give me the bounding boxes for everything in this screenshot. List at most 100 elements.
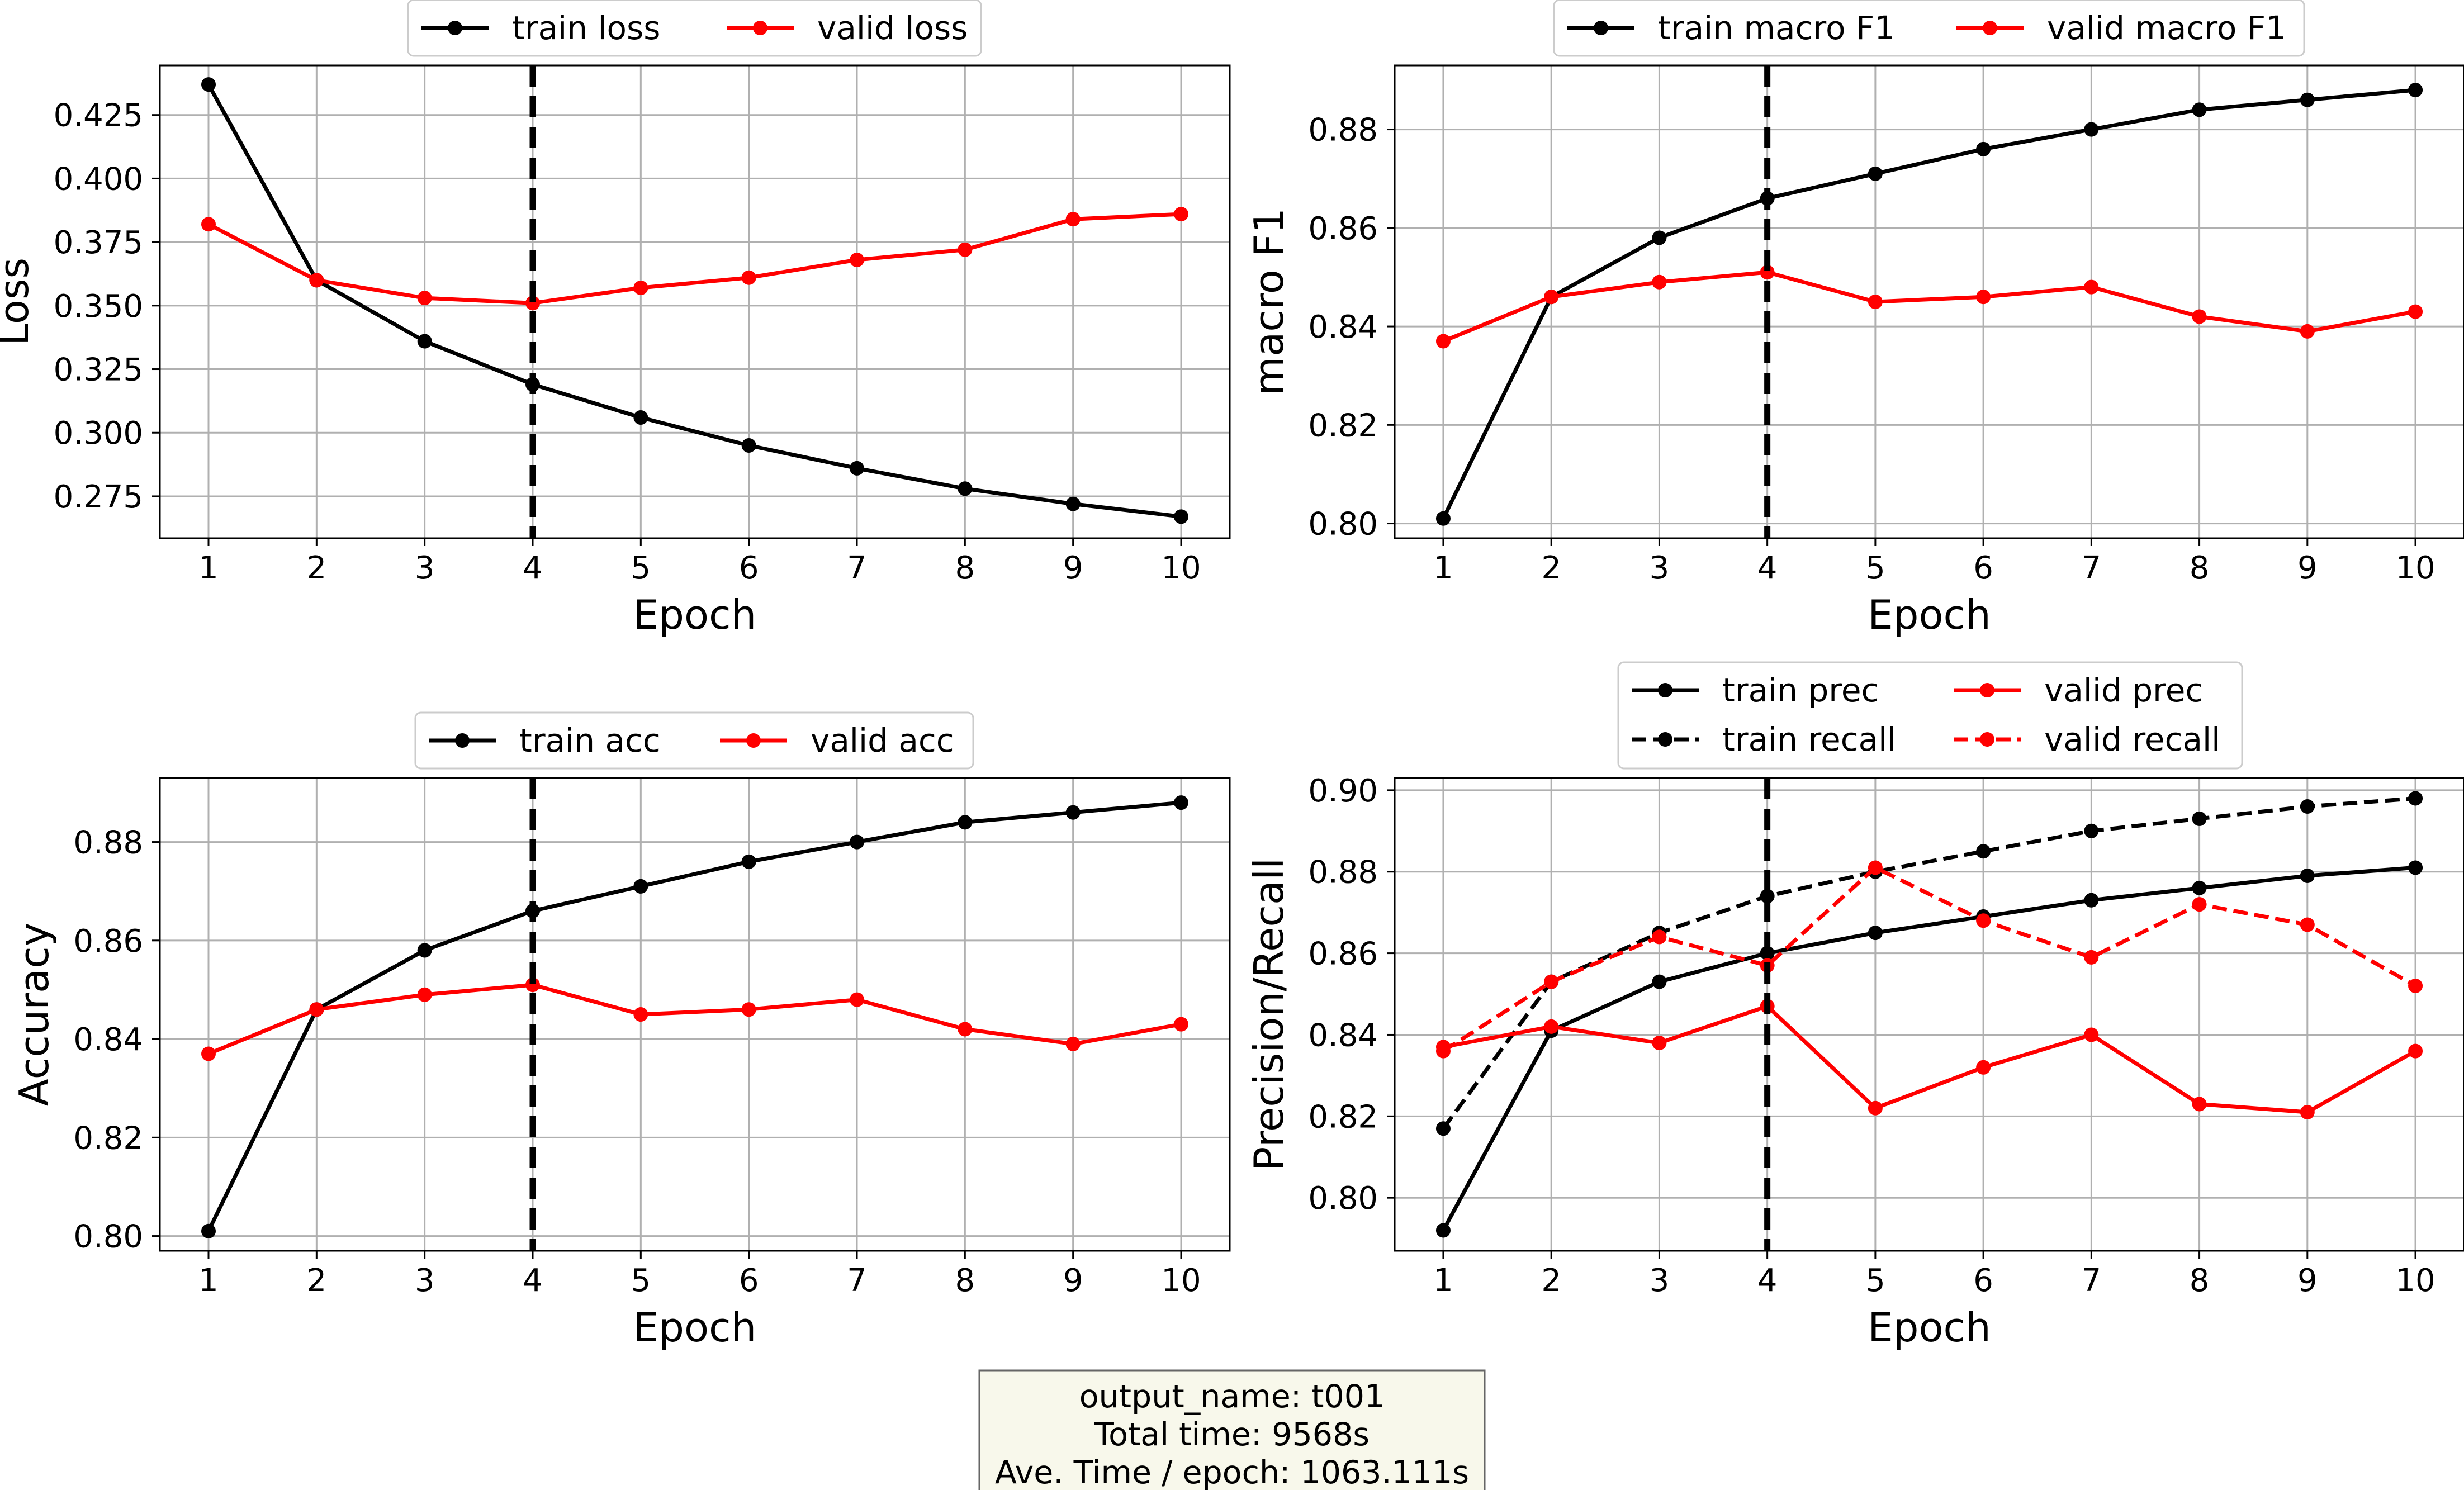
x-tick-label: 2 xyxy=(307,550,327,586)
x-tick-label: 10 xyxy=(2395,550,2435,586)
data-point xyxy=(1760,889,1775,904)
chart-macro-f1: 1 2 3 4 5 6 7 8 9 10 0.80 0.82 0.84 0.86 0.88 Epoch macr… xyxy=(1245,0,2464,638)
x-tick-label: 10 xyxy=(2395,1263,2435,1299)
data-point xyxy=(2300,324,2315,339)
x-axis-label: Epoch xyxy=(633,591,756,638)
y-axis-label: Precision/Recall xyxy=(1245,858,1292,1171)
x-tick-label: 4 xyxy=(1757,1263,1778,1299)
data-point xyxy=(417,291,432,306)
legend-entry-label: train macro F1 xyxy=(1658,9,1895,47)
legend-entry-label: valid loss xyxy=(817,9,968,47)
x-tick-label: 5 xyxy=(1865,550,1885,586)
legend-entry-label: valid acc xyxy=(811,722,954,760)
legend-swatch-marker xyxy=(753,21,767,35)
data-point xyxy=(1065,496,1081,511)
data-point xyxy=(2408,978,2423,993)
legend-entry-label: train acc xyxy=(519,722,661,760)
data-point xyxy=(525,977,540,993)
x-tick-label: 8 xyxy=(2190,550,2210,586)
data-point xyxy=(1544,290,1559,305)
legend-swatch-marker xyxy=(1980,683,1994,697)
info-box: output_name: t001 Total time: 9568s Ave.… xyxy=(978,1369,1486,1490)
data-point xyxy=(525,296,540,311)
y-tick-label: 0.300 xyxy=(54,415,143,452)
series-line xyxy=(207,212,1182,305)
x-tick-label: 5 xyxy=(1865,1263,1885,1299)
y-tick-label: 0.84 xyxy=(1308,309,1378,345)
data-point xyxy=(201,1223,216,1238)
data-point xyxy=(741,1002,756,1017)
data-point xyxy=(2408,1043,2423,1059)
x-tick-label: 6 xyxy=(1973,550,1993,586)
data-point xyxy=(2300,917,2315,932)
y-tick-label: 0.82 xyxy=(1308,1099,1378,1135)
y-tick-label: 0.84 xyxy=(73,1022,143,1058)
x-tick-label: 8 xyxy=(2190,1263,2210,1299)
data-point xyxy=(309,273,324,288)
legend-swatch-marker xyxy=(448,21,462,35)
data-point xyxy=(1435,1043,1451,1059)
x-tick-label: 1 xyxy=(1433,1263,1453,1299)
x-tick-label: 2 xyxy=(307,1263,327,1299)
data-point xyxy=(633,280,648,295)
series-line xyxy=(207,983,1182,1056)
x-tick-label: 10 xyxy=(1161,550,1201,586)
legend-swatch-marker xyxy=(746,733,761,748)
legend-swatch-marker xyxy=(1980,732,1994,747)
data-point xyxy=(1976,844,1991,859)
y-tick-label: 0.86 xyxy=(73,923,143,960)
data-point xyxy=(2300,1105,2315,1120)
x-tick-label: 9 xyxy=(1063,1263,1083,1299)
legend-entry-label: valid prec xyxy=(2044,671,2203,709)
data-point xyxy=(1976,141,1991,156)
info-line-output-name: output_name: t001 xyxy=(1079,1378,1385,1415)
x-axis-label: Epoch xyxy=(1868,591,1991,638)
y-tick-label: 0.425 xyxy=(54,98,143,134)
y-tick-label: 0.350 xyxy=(54,288,143,325)
data-point xyxy=(2300,799,2315,814)
data-point xyxy=(958,1022,973,1037)
data-point xyxy=(2408,304,2423,319)
data-point xyxy=(2192,102,2207,117)
info-box-frame xyxy=(978,1369,1486,1490)
data-point xyxy=(633,410,648,425)
legend-swatch-marker xyxy=(455,733,470,748)
data-point xyxy=(1544,974,1559,989)
legend-swatch-marker xyxy=(1658,732,1672,747)
y-tick-label: 0.325 xyxy=(54,352,143,388)
data-point xyxy=(2192,897,2207,912)
chart-panels: 1 2 3 4 5 6 7 8 9 10 0.275 0.300 0.325 0.350 0.375 0.40… xyxy=(0,0,2464,1351)
series-line xyxy=(1441,865,2416,1232)
data-point xyxy=(2084,1027,2099,1042)
series-line xyxy=(1442,270,2416,343)
x-tick-label: 5 xyxy=(631,550,651,586)
data-point xyxy=(1760,265,1775,280)
data-point xyxy=(2192,1097,2207,1112)
x-tick-label: 7 xyxy=(2082,550,2102,586)
data-point xyxy=(850,252,864,267)
legend: train prec train recall valid prec valid re… xyxy=(1617,661,2243,770)
plot-frame xyxy=(159,64,1231,539)
data-point xyxy=(1065,212,1081,227)
legend-entry-label: valid recall xyxy=(2044,720,2220,758)
y-tick-label: 0.88 xyxy=(1308,855,1378,891)
legend-swatch-marker xyxy=(1658,683,1672,697)
data-point xyxy=(1435,1223,1451,1238)
x-tick-label: 3 xyxy=(1650,550,1670,586)
data-point xyxy=(958,481,973,496)
data-point xyxy=(2084,122,2099,137)
data-point xyxy=(1174,795,1188,810)
series-line xyxy=(206,83,1182,519)
data-point xyxy=(417,943,432,958)
legend-entry-label: train loss xyxy=(512,9,660,47)
x-tick-label: 9 xyxy=(2297,1263,2318,1299)
legend: train loss valid loss xyxy=(407,0,982,57)
y-tick-label: 0.400 xyxy=(54,161,143,197)
data-point xyxy=(1652,274,1667,290)
legend: train macro F1 valid macro F1 xyxy=(1553,0,2305,57)
x-tick-label: 3 xyxy=(415,550,435,586)
data-point xyxy=(2084,279,2099,295)
data-point xyxy=(1760,946,1775,961)
data-point xyxy=(1174,509,1188,524)
data-point xyxy=(1652,1036,1667,1051)
